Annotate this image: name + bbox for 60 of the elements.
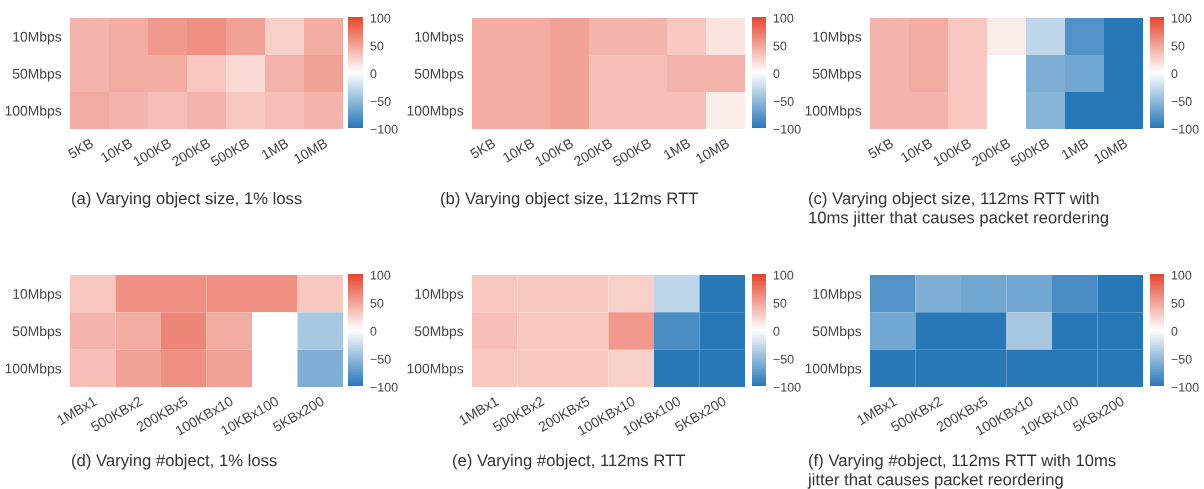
x-tick-label: 1MB: [662, 138, 691, 160]
y-tick-label: 50Mbps: [812, 325, 862, 339]
y-tick-label: 50Mbps: [812, 68, 862, 82]
y-tick-label: 100Mbps: [5, 363, 62, 377]
y-tick-label: 100Mbps: [805, 363, 862, 377]
x-tick-label: 1MB: [1060, 138, 1089, 160]
x-tick-label: 1MB: [260, 138, 289, 160]
y-tick-label: 100Mbps: [805, 105, 862, 119]
x-tick-label: 5KB: [67, 138, 94, 160]
y-tick-label: 100Mbps: [407, 105, 464, 119]
y-tick-label: 10Mbps: [13, 288, 62, 302]
text: (f) Varying #object, 112ms RTT with 10ms jitter that causes packet reordering: [807, 454, 1116, 489]
color-bar-label: −50: [370, 354, 391, 364]
text: (e) Varying #object, 112ms RTT: [453, 454, 686, 470]
color-bar-label: 50: [773, 298, 787, 308]
color-bar-label: 100: [370, 270, 391, 280]
color-bar-label: −100: [773, 124, 801, 134]
color-bar-label: −100: [370, 382, 398, 392]
color-bar-label: 100: [773, 13, 794, 23]
text: (d) Varying #object, 1% loss: [72, 454, 277, 470]
color-bar-label: 50: [1171, 298, 1185, 308]
color-bar-label: −50: [1171, 354, 1192, 364]
color-bar-label: −50: [773, 97, 794, 106]
y-tick-label: 10Mbps: [415, 288, 464, 302]
text: (b) Varying object size, 112ms RTT: [441, 192, 699, 208]
y-tick-label: 10Mbps: [813, 288, 862, 302]
color-bar-label: 0: [370, 326, 377, 336]
y-tick-label: 50Mbps: [12, 68, 62, 82]
color-bar-label: −100: [1171, 124, 1199, 134]
color-bar-label: 50: [1171, 41, 1185, 51]
color-bar-label: 100: [1171, 270, 1192, 280]
color-bar-label: 0: [773, 326, 780, 336]
color-bar-label: 0: [1171, 326, 1178, 336]
color-bar-label: −100: [370, 124, 398, 134]
y-tick-label: 50Mbps: [414, 68, 464, 82]
color-bar-label: −100: [1171, 382, 1199, 392]
color-bar-label: 50: [773, 41, 787, 51]
color-bar-label: 50: [370, 41, 384, 51]
color-bar-label: 0: [773, 69, 780, 79]
color-bar-label: 50: [370, 298, 384, 308]
y-tick-label: 10Mbps: [415, 31, 464, 45]
y-tick-label: 50Mbps: [12, 325, 62, 339]
y-tick-label: 10Mbps: [13, 31, 62, 45]
x-tick-label: 5KB: [469, 138, 496, 160]
text: (a) Varying object size, 1% loss: [72, 192, 302, 208]
color-bar-label: −100: [773, 382, 801, 392]
y-tick-label: 100Mbps: [5, 105, 62, 119]
color-bar-label: −50: [1171, 97, 1192, 106]
color-bar-label: 100: [370, 13, 391, 23]
color-bar-label: 0: [370, 69, 377, 79]
color-bar-label: −50: [370, 97, 391, 106]
color-bar-label: 100: [773, 270, 794, 280]
y-tick-label: 100Mbps: [407, 363, 464, 377]
y-tick-label: 50Mbps: [414, 325, 464, 339]
x-tick-label: 5KB: [867, 138, 894, 160]
color-bar-label: −50: [773, 354, 794, 364]
y-tick-label: 10Mbps: [813, 31, 862, 45]
color-bar-label: 100: [1171, 13, 1192, 23]
color-bar-label: 0: [1171, 69, 1178, 79]
text: (c) Varying object size, 112ms RTT with 10ms jitter that causes packet reordering: [809, 192, 1108, 227]
